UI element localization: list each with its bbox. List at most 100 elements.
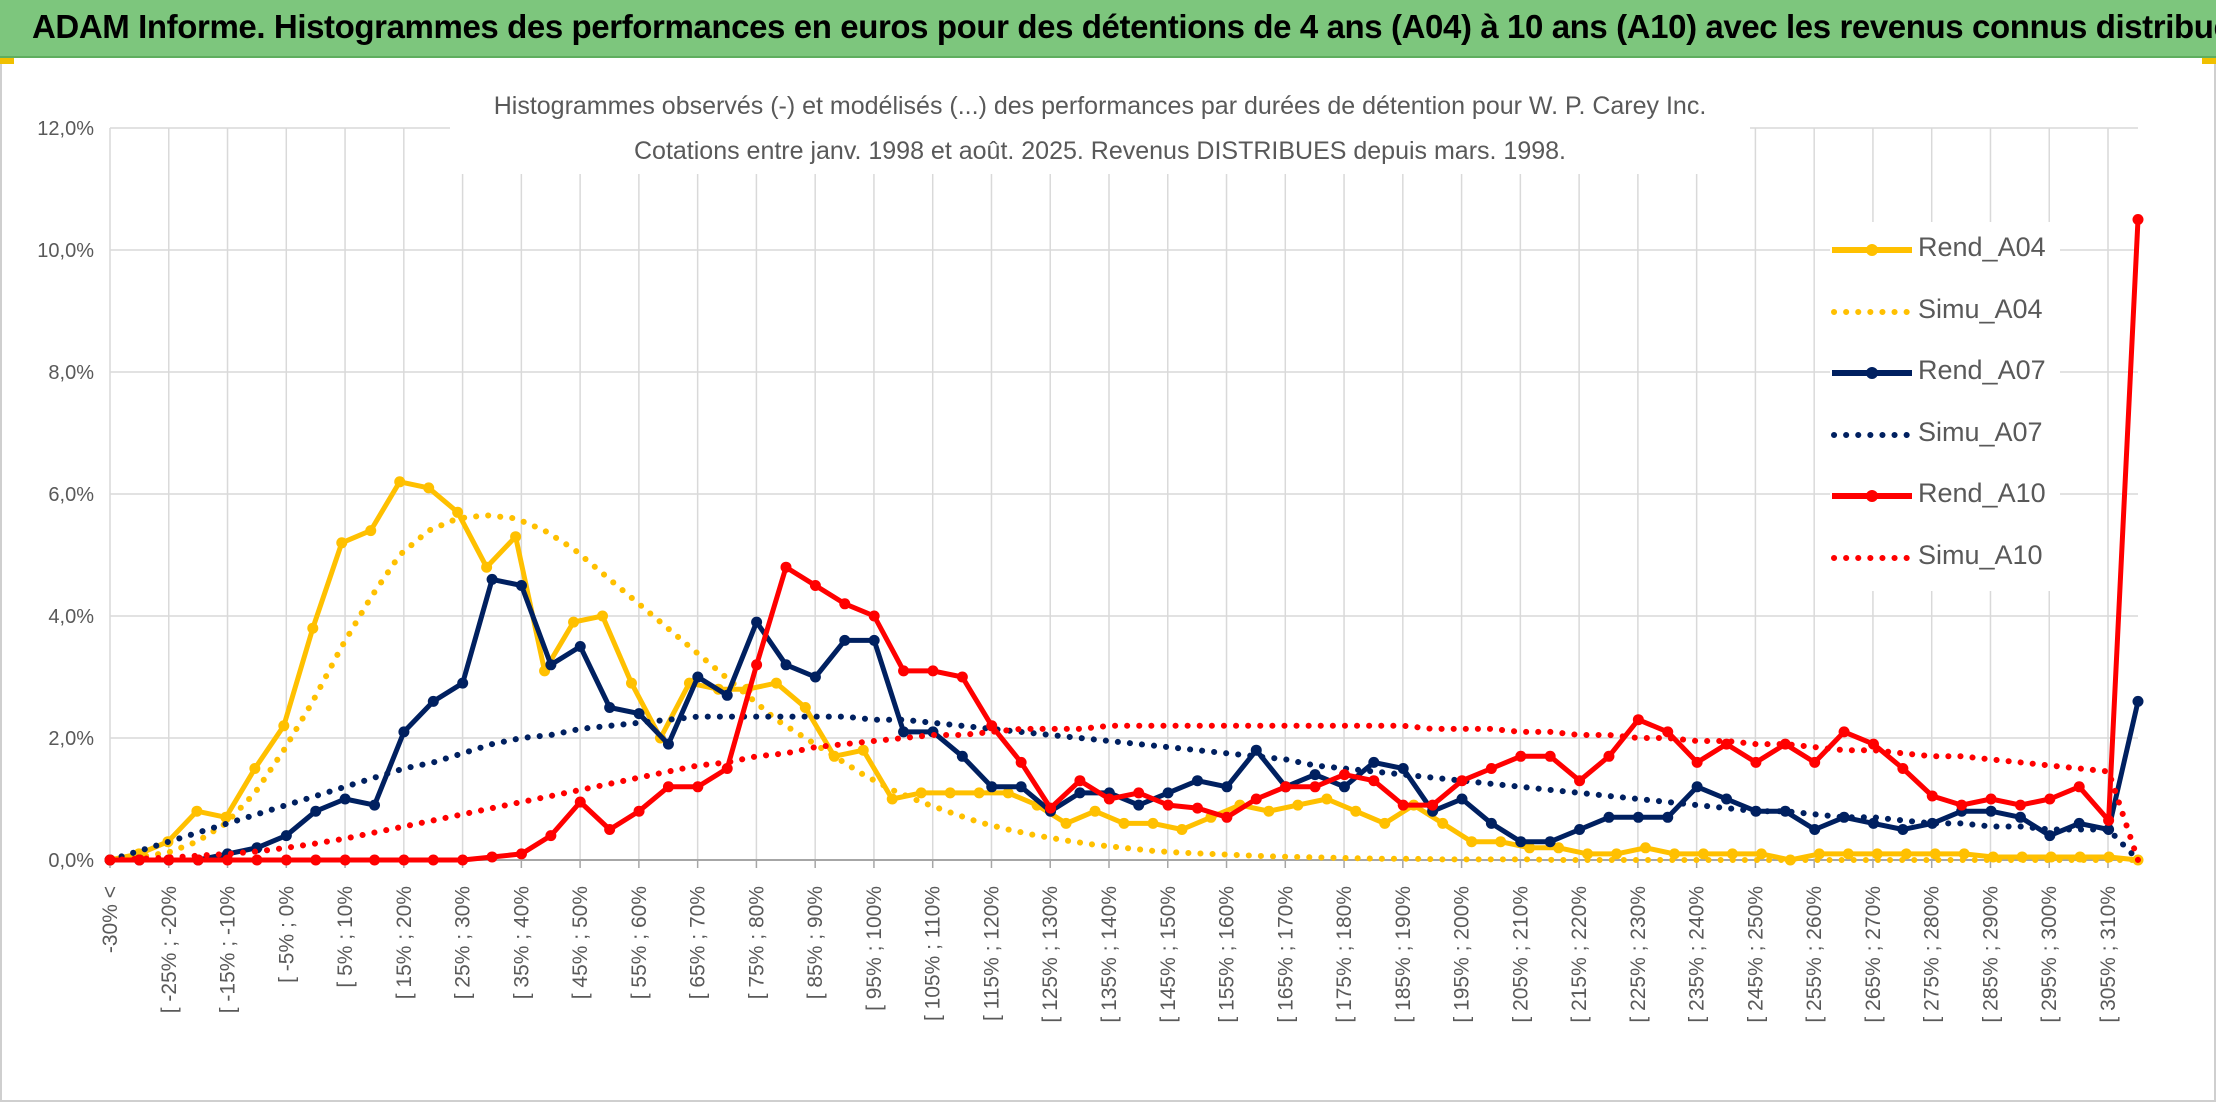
x-tick-label: [ -5% ; 0% xyxy=(275,886,298,983)
data-point-rend-a07 xyxy=(1015,781,1027,793)
data-point-rend-a07 xyxy=(486,573,498,585)
frame-corner-left xyxy=(0,58,14,64)
data-point-rend-a04 xyxy=(1639,842,1651,854)
chart-title: Histogrammes observés (-) et modélisés (… xyxy=(450,84,1750,174)
series-line-rend-a07 xyxy=(110,576,2141,863)
data-point-rend-a04 xyxy=(915,787,927,799)
data-point-rend-a04 xyxy=(1060,817,1072,829)
data-point-rend-a10 xyxy=(1045,802,1057,814)
x-tick-label: [ 105% ; 110% xyxy=(922,886,945,1021)
data-point-rend-a04 xyxy=(1842,848,1854,860)
data-point-rend-a04 xyxy=(510,531,522,543)
data-point-rend-a04 xyxy=(1350,805,1362,817)
data-point-rend-a04 xyxy=(278,720,290,732)
series-rend-a10 xyxy=(104,214,2144,866)
data-point-rend-a04 xyxy=(1147,817,1159,829)
data-point-rend-a04 xyxy=(336,537,348,549)
data-point-rend-a04 xyxy=(1611,848,1623,860)
data-point-rend-a10 xyxy=(1544,750,1556,762)
series-line-simu-a10 xyxy=(107,722,2141,863)
x-tick-label: [ 35% ; 40% xyxy=(510,886,533,999)
data-point-rend-a07 xyxy=(515,580,527,591)
data-point-rend-a04 xyxy=(1553,842,1565,854)
x-tick-label: [ 135% ; 140% xyxy=(1098,886,1121,1023)
data-point-rend-a07 xyxy=(692,671,704,683)
data-point-rend-a10 xyxy=(1133,787,1145,799)
data-point-rend-a07 xyxy=(1721,793,1733,805)
data-point-rend-a10 xyxy=(956,671,968,683)
data-point-rend-a04 xyxy=(1495,836,1507,848)
legend-label: Rend_A07 xyxy=(1918,355,2046,385)
y-tick-label: 4,0% xyxy=(48,606,94,628)
data-point-rend-a07 xyxy=(369,799,381,811)
data-point-rend-a10 xyxy=(604,824,616,835)
data-point-rend-a07 xyxy=(457,677,469,689)
data-point-rend-a04 xyxy=(1524,842,1536,854)
data-point-rend-a07 xyxy=(339,793,351,805)
x-tick-label: [ 235% ; 240% xyxy=(1686,886,1709,1023)
x-tick-label: [ 155% ; 160% xyxy=(1216,886,1239,1023)
data-point-rend-a04 xyxy=(1987,851,1999,863)
legend-swatch xyxy=(1832,490,1912,502)
y-tick-label: 6,0% xyxy=(48,484,94,506)
chart-title-line-2: Cotations entre janv. 1998 et août. 2025… xyxy=(633,137,1566,165)
data-point-rend-a07 xyxy=(780,659,792,671)
data-point-rend-a10 xyxy=(515,848,527,860)
legend-label: Simu_A04 xyxy=(1918,293,2043,324)
data-point-rend-a07 xyxy=(1985,805,1997,817)
data-point-rend-a04 xyxy=(394,476,406,488)
x-tick-label: [ 45% ; 50% xyxy=(569,886,592,999)
data-point-rend-a04 xyxy=(1582,848,1594,860)
data-point-rend-a07 xyxy=(1250,744,1262,756)
data-point-rend-a10 xyxy=(1015,756,1027,768)
data-point-rend-a04 xyxy=(1958,848,1970,860)
data-point-rend-a04 xyxy=(1176,824,1188,835)
data-point-rend-a04 xyxy=(1871,848,1883,860)
legend-item-rend-a10: Rend_A10 xyxy=(1830,468,2060,530)
data-point-rend-a07 xyxy=(280,830,292,842)
data-point-rend-a10 xyxy=(1632,714,1644,726)
data-point-rend-a04 xyxy=(1089,805,1101,817)
data-point-rend-a10 xyxy=(545,830,557,842)
data-point-rend-a10 xyxy=(1574,775,1586,787)
data-point-rend-a07 xyxy=(310,805,322,817)
x-tick-label: [ 65% ; 70% xyxy=(687,886,710,999)
series-rend-a04 xyxy=(104,476,2144,866)
data-point-rend-a07 xyxy=(1779,805,1791,817)
data-point-rend-a07 xyxy=(633,708,645,720)
legend-item-rend-a04: Rend_A04 xyxy=(1830,222,2060,284)
data-point-rend-a04 xyxy=(452,506,464,518)
data-point-rend-a10 xyxy=(251,854,263,866)
x-tick-label: [ -15% ; -10% xyxy=(217,886,240,1013)
x-tick-label: [ 115% ; 120% xyxy=(980,886,1003,1021)
data-point-rend-a07 xyxy=(1456,793,1468,805)
data-point-rend-a07 xyxy=(839,634,851,646)
data-point-rend-a10 xyxy=(2073,781,2085,793)
data-point-rend-a10 xyxy=(751,659,763,671)
data-point-rend-a04 xyxy=(944,787,956,799)
data-point-rend-a07 xyxy=(1691,781,1703,793)
data-point-rend-a10 xyxy=(1956,799,1968,811)
data-point-rend-a07 xyxy=(898,726,910,738)
data-point-rend-a04 xyxy=(307,622,319,634)
y-axis: 0,0% 2,0% 4,0% 6,0% 8,0% 10,0% 12,0% xyxy=(37,118,94,872)
data-point-rend-a10 xyxy=(721,763,733,774)
y-tick-label: 10,0% xyxy=(37,240,94,262)
data-point-rend-a10 xyxy=(2014,799,2026,811)
legend-label: Simu_A10 xyxy=(1918,539,2043,570)
data-point-rend-a10 xyxy=(1368,775,1380,787)
data-point-rend-a10 xyxy=(2103,814,2115,826)
data-point-rend-a07 xyxy=(1662,811,1674,823)
data-point-rend-a07 xyxy=(2044,830,2056,842)
data-point-rend-a04 xyxy=(1697,848,1709,860)
data-point-rend-a07 xyxy=(2132,695,2144,707)
y-tick-label: 0,0% xyxy=(48,850,94,872)
data-point-rend-a10 xyxy=(398,854,410,866)
legend-item-simu-a04: Simu_A04 xyxy=(1830,284,2060,346)
data-point-rend-a07 xyxy=(1221,781,1233,793)
data-point-rend-a10 xyxy=(1867,738,1879,750)
x-tick-label: [ 75% ; 80% xyxy=(745,886,768,999)
data-point-rend-a10 xyxy=(1456,775,1468,787)
data-point-rend-a07 xyxy=(2073,817,2085,829)
data-point-rend-a10 xyxy=(2132,214,2144,225)
